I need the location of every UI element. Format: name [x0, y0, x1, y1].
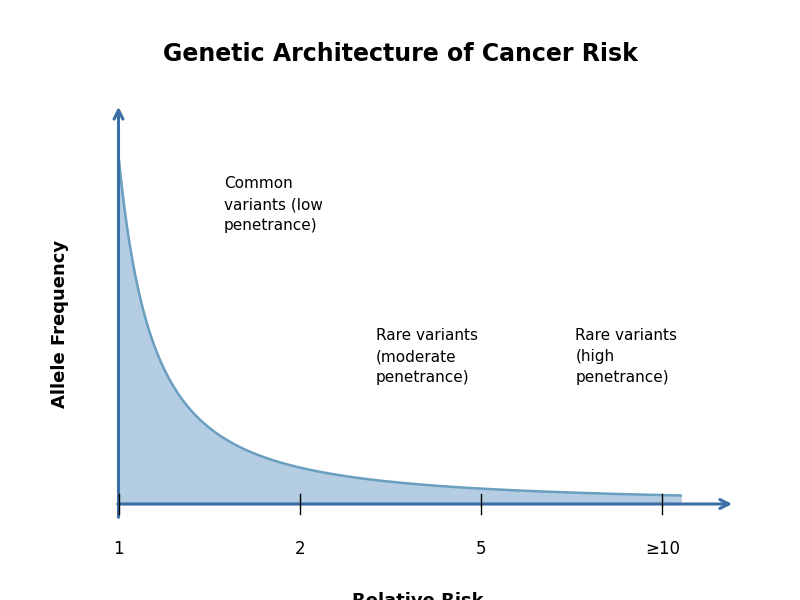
Text: Relative Risk: Relative Risk — [352, 592, 483, 600]
Text: 2: 2 — [294, 540, 305, 558]
Text: 1: 1 — [113, 540, 124, 558]
Text: Rare variants
(moderate
penetrance): Rare variants (moderate penetrance) — [376, 328, 478, 385]
Text: ≥10: ≥10 — [645, 540, 680, 558]
Text: Allele Frequency: Allele Frequency — [51, 240, 70, 408]
Text: Rare variants
(high
penetrance): Rare variants (high penetrance) — [575, 328, 678, 385]
Text: Common
variants (low
penetrance): Common variants (low penetrance) — [224, 176, 322, 233]
Text: Genetic Architecture of Cancer Risk: Genetic Architecture of Cancer Risk — [162, 42, 638, 66]
Text: 5: 5 — [476, 540, 486, 558]
